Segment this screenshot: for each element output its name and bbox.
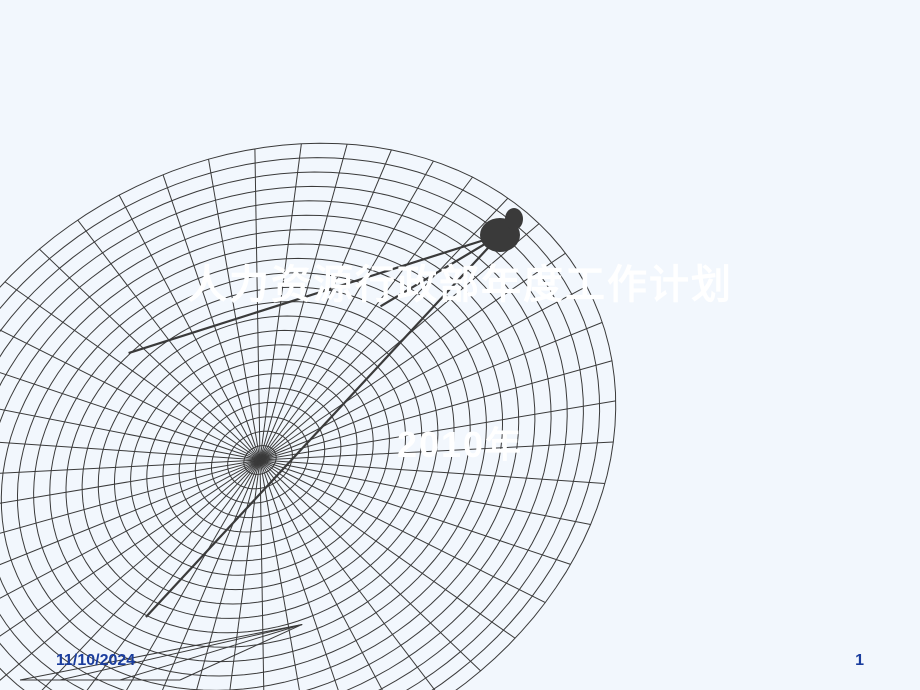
- footer-date: 11/10/2024: [56, 652, 135, 670]
- slide-title: 人力资源行政部年度工作计划: [0, 252, 920, 310]
- footer-page-number: 1: [855, 652, 864, 670]
- slide-container: 人力资源行政部年度工作计划 2010年 11/10/2024 1: [0, 0, 920, 690]
- satellite-dish-graphic: [0, 0, 920, 690]
- slide-subtitle: 2010年: [0, 416, 920, 468]
